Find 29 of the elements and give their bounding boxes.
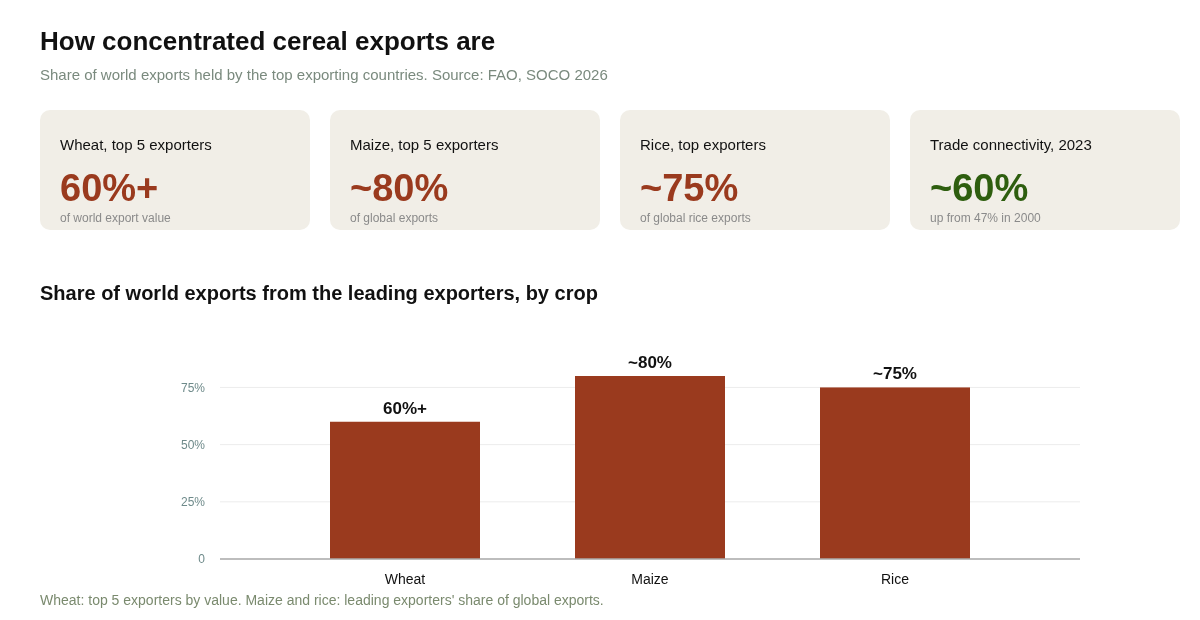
bar bbox=[820, 387, 970, 559]
data-label: ~75% bbox=[873, 364, 917, 384]
x-tick-label: Rice bbox=[880, 571, 910, 587]
x-tick-label: Wheat bbox=[384, 571, 426, 587]
text: Wheat, top 5 exporters bbox=[60, 136, 212, 153]
text: 60%+ bbox=[60, 167, 159, 209]
chart-title: Share of world exports from the leading exporters, by crop bbox=[40, 282, 598, 304]
x-tick-label: Maize bbox=[631, 571, 669, 587]
text: up from 47% in 2000 bbox=[930, 211, 1042, 225]
text: Trade connectivity, 2023 bbox=[930, 136, 1092, 153]
text: ~80% bbox=[350, 167, 449, 209]
data-label: ~80% bbox=[628, 353, 672, 372]
text: of global rice exports bbox=[640, 211, 751, 225]
text: of world export value bbox=[60, 211, 172, 225]
text: ~60% bbox=[930, 167, 1029, 209]
data-label: 60%+ bbox=[383, 398, 428, 418]
text: of global exports bbox=[350, 211, 439, 225]
text: Wheat: top 5 exporters by value. Maize and rice: leading exporters' share of global exports. bbox=[40, 592, 604, 608]
text: How concentrated cereal exports are bbox=[40, 26, 496, 56]
text: ~75% bbox=[640, 167, 739, 209]
y-tick-label: 0 bbox=[198, 552, 206, 567]
y-tick-label: 75% bbox=[180, 380, 206, 395]
bar bbox=[575, 376, 725, 559]
y-tick-label: 50% bbox=[180, 437, 206, 452]
text: Share of world exports held by the top exporting countries. Source: FAO, SOCO 2026 bbox=[40, 66, 608, 83]
text: Rice, top exporters bbox=[640, 136, 766, 153]
text: Maize, top 5 exporters bbox=[350, 136, 499, 153]
bar bbox=[330, 421, 480, 559]
y-tick-label: 25% bbox=[180, 495, 206, 510]
